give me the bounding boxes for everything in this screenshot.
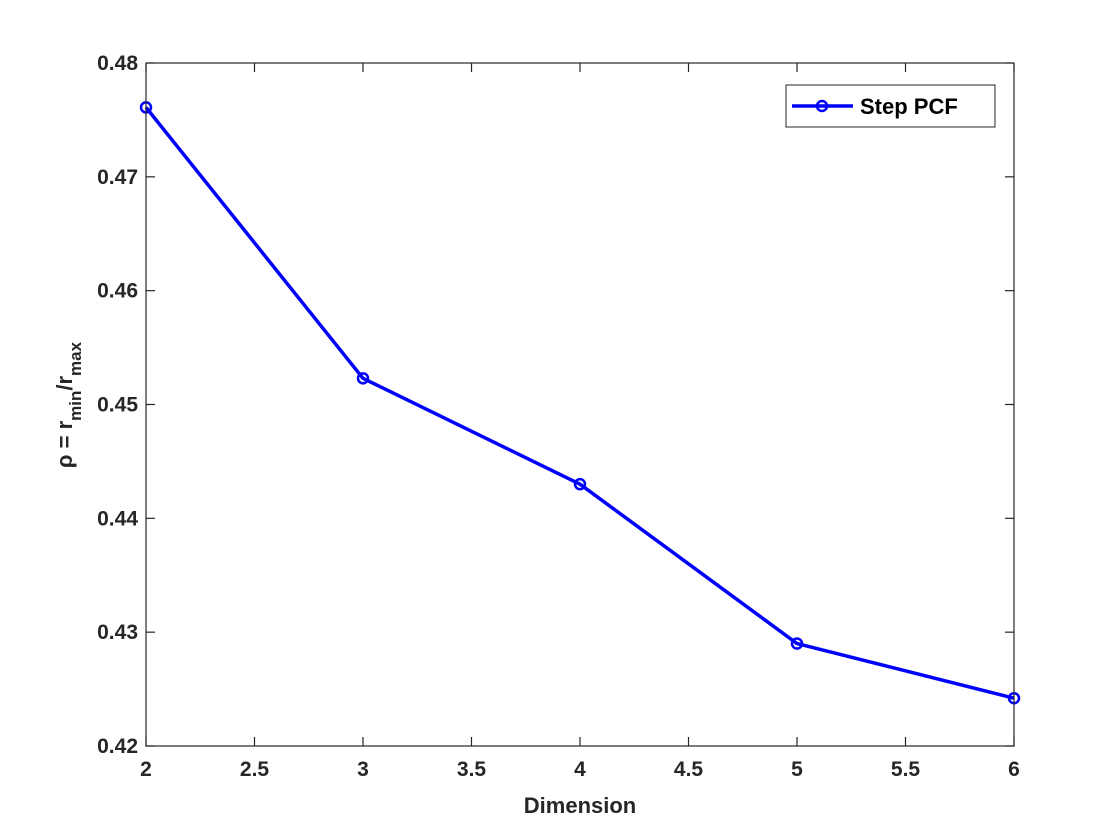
y-axis-label-sub-max: max (66, 341, 85, 376)
y-tick-label: 0.42 (97, 735, 138, 758)
y-tick-label: 0.44 (97, 507, 138, 530)
y-tick-label: 0.46 (97, 280, 138, 303)
y-tick-label: 0.45 (97, 394, 138, 417)
x-tick-labels: 2 2.5 3 3.5 4 4.5 5 5.5 6 (140, 758, 1020, 781)
y-axis-label-main: ρ = r (52, 420, 77, 468)
x-tick-label: 5.5 (891, 758, 921, 781)
y-tick-label: 0.48 (97, 52, 138, 75)
x-tick-label: 2 (140, 758, 152, 781)
data-point-marker (573, 477, 587, 491)
y-tick-label: 0.47 (97, 166, 138, 189)
x-tick-label: 3 (357, 758, 369, 781)
y-tick-labels: 0.42 0.43 0.44 0.45 0.46 0.47 0.48 (97, 52, 138, 758)
y-axis-label-slash: /r (52, 376, 77, 391)
series-line (144, 106, 1015, 700)
legend-label: Step PCF (860, 94, 958, 119)
x-axis-label: Dimension (524, 793, 636, 818)
legend-marker-sample (815, 99, 829, 113)
data-point-marker (356, 372, 370, 385)
y-axis-label-sub-min: min (66, 391, 85, 421)
y-tick-label: 0.43 (97, 621, 138, 644)
x-tick-label: 5 (791, 758, 803, 781)
axis-ticks (145, 62, 1015, 747)
legend: Step PCF (785, 84, 996, 128)
x-tick-label: 4.5 (674, 758, 704, 781)
x-tick-label: 4 (574, 758, 586, 781)
y-axis-label: ρ = rmin/rmax (52, 341, 85, 468)
x-tick-label: 6 (1008, 758, 1020, 781)
series-lines (139, 101, 1021, 705)
x-tick-label: 2.5 (240, 758, 270, 781)
plot-area-frame (145, 62, 1015, 747)
data-point-marker (790, 637, 804, 650)
x-tick-label: 3.5 (457, 758, 487, 781)
